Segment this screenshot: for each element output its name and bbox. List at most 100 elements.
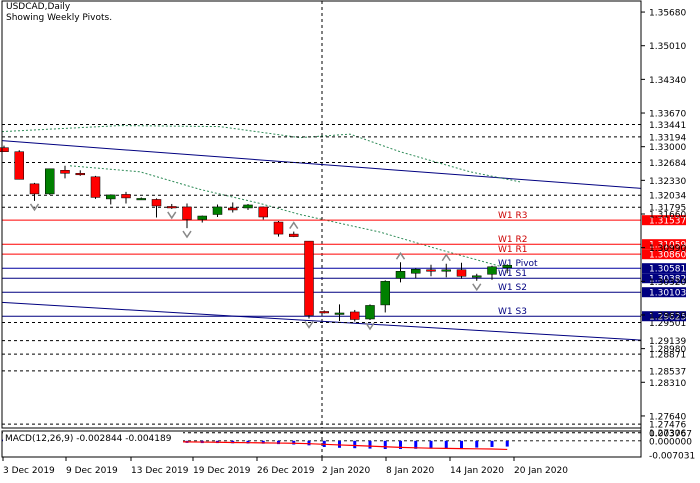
price-level-label: 1.27476 (649, 421, 686, 431)
price-level-label-bg (642, 427, 686, 438)
macd-histogram-bar (307, 440, 311, 446)
bullish-candle[interactable] (243, 204, 253, 209)
bearish-candle[interactable] (151, 199, 162, 207)
bullish-candle[interactable] (334, 312, 345, 315)
upper-trend-line (1, 140, 642, 189)
price-level-label-bg (642, 202, 686, 213)
fractal-down-arrow (29, 203, 40, 212)
bullish-candle[interactable] (212, 206, 223, 215)
candlesticks[interactable] (0, 145, 512, 322)
macd-histogram-bar (429, 440, 433, 449)
price-level-label: 1.31795 (649, 204, 686, 214)
bearish-candle[interactable] (304, 240, 314, 316)
price-level-label-bg (642, 190, 686, 201)
bearish-candle[interactable] (121, 194, 131, 199)
price-tick-label: 1.35680 (649, 9, 686, 19)
macd-histogram-bar (399, 440, 402, 450)
pivot-price-label-bg (642, 249, 686, 260)
bearish-candle[interactable] (90, 176, 101, 198)
fractal-down-arrow (304, 321, 314, 329)
bullish-candle[interactable] (136, 198, 146, 201)
price-tick-label: 1.30990 (649, 244, 686, 254)
price-tick-label: 1.35010 (649, 42, 686, 52)
bullish-candle[interactable] (365, 305, 375, 320)
macd-axis-tick-label: 0.003767 (649, 430, 692, 440)
pivot-label: W1 S1 (498, 269, 527, 279)
fractal-down-arrow (365, 322, 375, 331)
price-axis[interactable]: 1.33441 1.33194 1.32684 1.32034 1.31795 1.295… (641, 9, 695, 462)
macd-histogram-bar (444, 440, 448, 449)
bearish-candle[interactable] (426, 269, 436, 272)
bullish-candle[interactable] (395, 271, 406, 279)
macd-histogram-bar (277, 440, 280, 445)
price-level-label: 1.28871 (649, 351, 686, 361)
macd-subwindow[interactable]: MACD(12,26,9) -0.002844 -0.004189 (2, 432, 641, 451)
bearish-candle[interactable] (0, 147, 9, 152)
price-level-label-bg (642, 131, 686, 142)
time-tick-label: 13 Dec 2019 (131, 466, 189, 476)
bearish-candle[interactable] (350, 311, 360, 320)
pivot-price-label-bg (642, 311, 686, 322)
fractal-down-arrow (182, 230, 192, 239)
bullish-candle[interactable] (380, 281, 390, 306)
price-tick-label: 1.34340 (649, 76, 686, 86)
bearish-candle[interactable] (228, 207, 238, 211)
macd-histogram-bar (383, 440, 387, 450)
bullish-candle[interactable] (441, 269, 451, 272)
price-level-lines (2, 124, 641, 434)
fractal-down-arrow (167, 211, 177, 220)
bearish-candle[interactable] (273, 221, 284, 235)
pivot-price-label: 1.30860 (649, 251, 686, 261)
bearish-candle[interactable] (182, 206, 192, 220)
time-tick-label: 2 Jan 2020 (322, 466, 370, 476)
macd-histogram-bar (460, 440, 463, 449)
price-tick-label: 1.27640 (649, 412, 686, 422)
pivot-indicator-label: Showing Weekly Pivots. (6, 13, 113, 23)
time-tick-label: 26 Dec 2019 (257, 466, 315, 476)
price-level-label: 1.28537 (649, 367, 686, 377)
bullish-candle[interactable] (502, 264, 512, 268)
bullish-candle[interactable] (197, 215, 207, 220)
price-level-label-bg (642, 349, 686, 360)
bullish-candle[interactable] (487, 266, 497, 275)
bearish-candle[interactable] (456, 269, 467, 277)
time-tick-label: 8 Jan 2020 (386, 466, 434, 476)
time-axis[interactable]: 3 Dec 2019 9 Dec 2019 13 Dec 2019 19 Dec 20… (2, 457, 568, 476)
price-level-label: 1.27306 (649, 429, 686, 439)
price-tick-label: 1.30320 (649, 278, 686, 288)
price-tick-label: 1.32330 (649, 177, 686, 187)
macd-histogram-bar (261, 440, 265, 444)
macd-histogram-bar (292, 440, 296, 445)
price-level-label: 1.29139 (649, 337, 686, 347)
bearish-candle[interactable] (289, 233, 299, 237)
ma-line-2 (69, 165, 501, 267)
lower-trend-line (1, 301, 642, 341)
macd-histogram-bar (368, 440, 372, 449)
price-level-label-bg (642, 419, 686, 430)
bearish-candle[interactable] (167, 206, 177, 209)
macd-label: MACD(12,26,9) -0.002844 -0.004189 (5, 434, 172, 444)
pivot-label: W1 Pivot (498, 259, 538, 269)
bearish-candle[interactable] (319, 311, 329, 314)
fractal-up-arrow (395, 251, 406, 260)
bearish-candle[interactable] (75, 173, 85, 176)
bearish-candle[interactable] (60, 170, 70, 174)
macd-axis-tick-label: 0.000000 (649, 437, 692, 447)
bullish-candle[interactable] (411, 269, 421, 274)
price-tick-label: 1.29650 (649, 311, 686, 321)
macd-axis-tick-label: -0.007031 (649, 452, 695, 462)
bearish-candle[interactable] (258, 206, 268, 218)
macd-histogram-bar (338, 440, 341, 448)
price-level-label-bg (642, 365, 686, 376)
bullish-candle[interactable] (106, 194, 116, 200)
bearish-candle[interactable] (14, 151, 24, 180)
bearish-candle[interactable] (29, 183, 40, 195)
bullish-candle[interactable] (472, 275, 482, 278)
price-tick-label: 1.28980 (649, 345, 686, 355)
bullish-candle[interactable] (45, 168, 55, 195)
time-tick-label: 20 Jan 2020 (514, 466, 568, 476)
price-tick-label: 1.33000 (649, 143, 686, 153)
